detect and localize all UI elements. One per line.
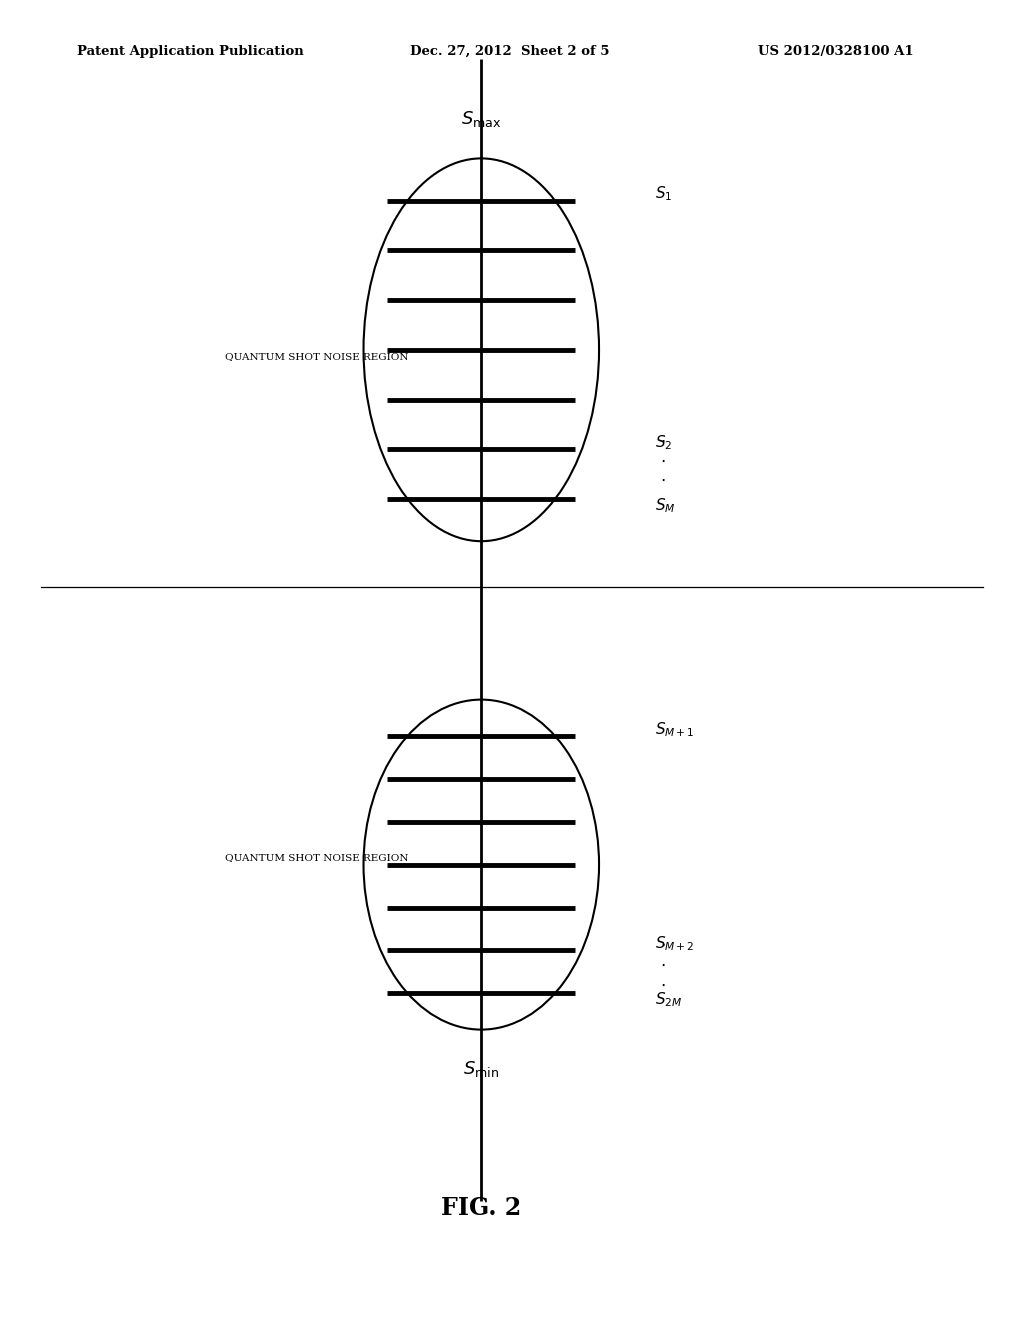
Text: $S_{\rm min}$: $S_{\rm min}$ <box>463 1059 500 1078</box>
Text: $\cdot$: $\cdot$ <box>660 433 666 450</box>
Text: $\cdot$: $\cdot$ <box>660 957 666 974</box>
Text: Dec. 27, 2012  Sheet 2 of 5: Dec. 27, 2012 Sheet 2 of 5 <box>410 45 609 58</box>
Text: $S_{M+1}$: $S_{M+1}$ <box>655 719 695 739</box>
Text: QUANTUM SHOT NOISE REGION: QUANTUM SHOT NOISE REGION <box>225 352 409 360</box>
Text: FIG. 2: FIG. 2 <box>441 1196 521 1220</box>
Text: $S_M$: $S_M$ <box>655 496 676 515</box>
Text: $S_{M+2}$: $S_{M+2}$ <box>655 935 695 953</box>
Text: $\cdot$: $\cdot$ <box>660 977 666 994</box>
Text: $S_{\rm max}$: $S_{\rm max}$ <box>461 110 502 129</box>
Text: $\cdot$: $\cdot$ <box>660 473 666 490</box>
Text: $\cdot$: $\cdot$ <box>660 937 666 954</box>
Text: US 2012/0328100 A1: US 2012/0328100 A1 <box>758 45 913 58</box>
Text: Patent Application Publication: Patent Application Publication <box>77 45 303 58</box>
Text: $S_{2M}$: $S_{2M}$ <box>655 990 683 1010</box>
Text: $S_1$: $S_1$ <box>655 185 673 203</box>
Text: $\cdot$: $\cdot$ <box>660 453 666 470</box>
Text: QUANTUM SHOT NOISE REGION: QUANTUM SHOT NOISE REGION <box>225 854 409 862</box>
Text: $S_2$: $S_2$ <box>655 433 673 451</box>
